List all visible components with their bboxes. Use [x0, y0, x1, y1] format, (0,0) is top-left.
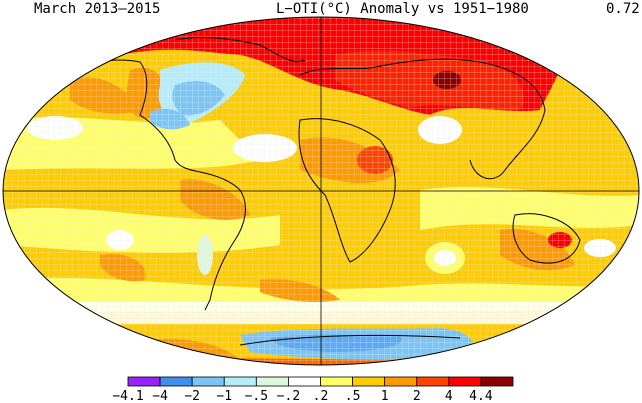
coastlines [74, 37, 581, 346]
legend-swatch [416, 376, 450, 387]
legend-swatch [191, 376, 225, 387]
global-mean-value: 0.72 [606, 1, 640, 17]
legend-swatch [159, 376, 193, 387]
legend-swatch [448, 376, 482, 387]
legend-tick-label: 4.4 [469, 389, 493, 403]
legend-tick-label: 1 [381, 389, 389, 403]
legend-swatch [127, 376, 161, 387]
legend-swatch [384, 376, 418, 387]
legend-swatch [255, 376, 289, 387]
legend-tick-label: .2 [313, 389, 329, 403]
map-period: March 2013–2015 [34, 1, 161, 17]
legend-tick-label: −1 [216, 389, 232, 403]
legend-tick-label: .5 [345, 389, 361, 403]
legend-tick-label: −4.1 [112, 389, 143, 403]
legend-swatch [320, 376, 353, 387]
legend-tick-label: −2 [184, 389, 200, 403]
legend-swatch [288, 376, 321, 387]
legend-tick-label: −.5 [245, 389, 268, 403]
legend-swatch [480, 376, 514, 387]
map-border [2, 16, 640, 366]
legend-tick-label: −4 [152, 389, 168, 403]
legend-tick-label: 2 [413, 389, 421, 403]
legend-swatch [223, 376, 257, 387]
legend-swatch [352, 376, 386, 387]
map-title: L−OTI(°C) Anomaly vs 1951−1980 [276, 1, 529, 17]
legend-tick-label: 4 [445, 389, 453, 403]
legend-tick-label: −.2 [277, 389, 300, 403]
